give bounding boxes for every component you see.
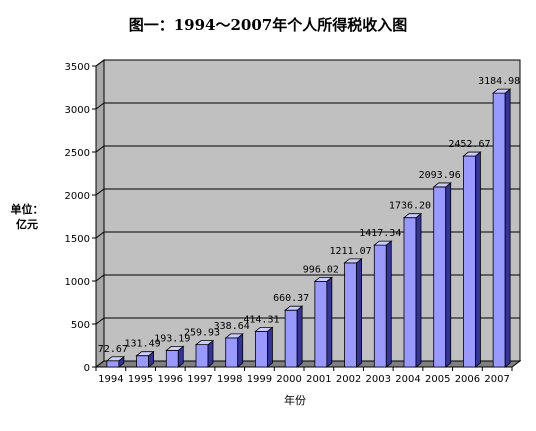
bar	[344, 262, 357, 368]
bar	[463, 155, 476, 368]
x-tick-label: 2007	[484, 374, 509, 385]
bar	[255, 330, 268, 368]
bar-top	[343, 258, 363, 264]
data-label: 3184.98	[478, 76, 520, 87]
data-label: 1211.07	[329, 246, 371, 257]
bar	[373, 244, 387, 368]
data-label: 1736.20	[389, 201, 431, 212]
gridline	[95, 188, 520, 196]
bar-top	[224, 333, 244, 339]
y-tick-label: 1500	[65, 234, 90, 245]
data-label: 1417.34	[359, 228, 401, 239]
data-label: 660.37	[273, 293, 309, 304]
bar	[106, 360, 120, 368]
chart-title: 图一：1994～2007年个人所得税收入图	[128, 16, 408, 34]
y-axis-title: 单位：亿元	[6, 202, 48, 232]
x-tick-label: 1995	[128, 374, 153, 385]
data-label: 259.93	[184, 328, 220, 339]
gridline	[95, 59, 520, 67]
chart-floor	[94, 360, 522, 368]
bar-top	[402, 213, 423, 219]
bar-side	[207, 339, 214, 368]
bar-top	[492, 88, 512, 94]
bar-side	[445, 182, 452, 368]
bar-top	[313, 276, 333, 282]
bar-side	[504, 88, 511, 368]
data-label: 996.02	[303, 264, 339, 275]
x-tick-label: 1994	[98, 374, 123, 385]
chart-back-wall	[103, 59, 521, 362]
y-tick-label: 1000	[65, 277, 90, 288]
x-tick-label: 1996	[158, 374, 183, 385]
x-tick-label: 2005	[425, 374, 450, 385]
y-tick-label: 3000	[65, 105, 90, 116]
y-tick-label: 2000	[65, 191, 90, 202]
bar-top	[373, 240, 393, 246]
x-tick-label: 1997	[187, 374, 212, 385]
bar-side	[237, 333, 244, 368]
x-tick-label: 2006	[455, 374, 480, 385]
bar-side	[475, 151, 481, 368]
gridline	[95, 102, 520, 110]
y-tick-label: 0	[84, 363, 90, 374]
data-label: 193.19	[154, 333, 190, 344]
bar-top	[194, 340, 215, 346]
x-tick-label: 2004	[395, 374, 420, 385]
bar-top	[165, 345, 185, 351]
bar	[314, 280, 328, 368]
bar	[433, 186, 447, 368]
bar-top	[432, 182, 452, 188]
bar-side	[415, 212, 422, 368]
bar	[165, 349, 179, 368]
bar-top	[135, 351, 155, 357]
data-label: 2452.67	[448, 139, 490, 150]
gridline	[95, 145, 520, 153]
y-tick-label: 3500	[65, 62, 90, 73]
bar	[284, 309, 298, 368]
y-tick-label: 2500	[65, 148, 90, 159]
bar-top	[284, 305, 304, 311]
y-axis-title-text: 单位：亿元	[10, 203, 44, 231]
data-label: 338.64	[214, 321, 250, 332]
x-axis-title: 年份	[284, 394, 306, 407]
bar-side	[267, 326, 273, 368]
x-tick-label: 2003	[366, 374, 391, 385]
data-label: 131.49	[125, 339, 161, 350]
gridline	[95, 231, 520, 239]
x-tick-label: 1999	[247, 374, 272, 385]
data-label: 2093.96	[419, 170, 461, 181]
x-tick-label: 1998	[217, 374, 242, 385]
bar-side	[356, 258, 362, 368]
bar	[492, 92, 506, 368]
bar-top	[462, 151, 482, 157]
bar	[403, 217, 417, 368]
x-tick-label: 2002	[336, 374, 361, 385]
bar	[195, 344, 209, 368]
bar	[225, 337, 239, 368]
bar-side	[326, 276, 333, 368]
y-tick-label: 500	[71, 320, 90, 331]
x-tick-label: 2001	[306, 374, 331, 385]
bar-side	[385, 240, 392, 368]
data-label: 72.67	[98, 344, 128, 355]
bar-top	[105, 356, 125, 362]
data-label: 414.31	[243, 314, 279, 325]
bar-top	[254, 326, 274, 332]
bar	[136, 355, 149, 368]
bar-side	[296, 305, 303, 368]
x-tick-label: 2000	[276, 374, 301, 385]
